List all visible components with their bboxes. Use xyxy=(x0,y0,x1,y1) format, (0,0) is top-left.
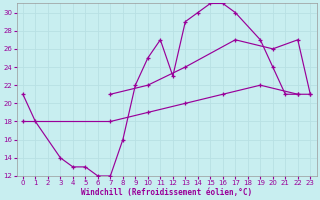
X-axis label: Windchill (Refroidissement éolien,°C): Windchill (Refroidissement éolien,°C) xyxy=(81,188,252,197)
